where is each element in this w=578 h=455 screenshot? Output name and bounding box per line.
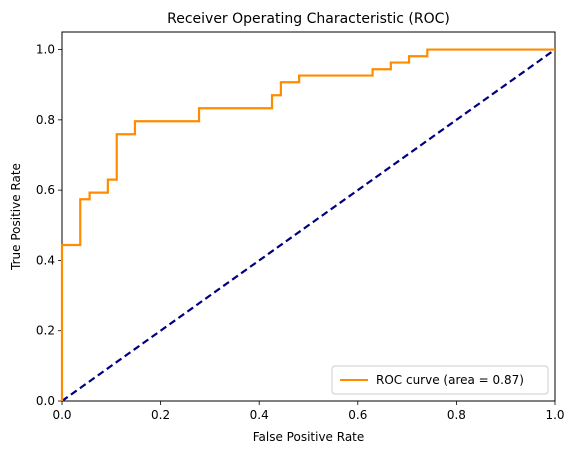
x-axis-label: False Positive Rate — [253, 430, 365, 444]
x-tick-label: 0.8 — [447, 408, 466, 422]
chance-diagonal-line — [61, 48, 556, 402]
y-tick-label: 0.8 — [36, 113, 55, 127]
legend-box — [331, 365, 549, 395]
y-tick-label: 0.6 — [36, 183, 55, 197]
y-tick-label: 0.0 — [36, 394, 55, 408]
x-tick-label: 1.0 — [545, 408, 564, 422]
x-axis-ticks: 0.0 0.2 0.4 0.6 0.8 1.0 — [52, 401, 565, 422]
x-tick-label: 0.6 — [348, 408, 367, 422]
x-tick-label: 0.2 — [151, 408, 170, 422]
y-tick-label: 1.0 — [36, 43, 55, 57]
y-axis-label: True Positive Rate — [9, 163, 23, 271]
plot-area: 0.0 0.2 0.4 0.6 0.8 1.0 0.0 0.2 0.4 0.6 0.8 1.0 — [36, 31, 565, 422]
plot-frame — [61, 31, 556, 402]
legend-label-roc: ROC curve (area = 0.87) — [376, 373, 524, 387]
y-tick-label: 0.4 — [36, 253, 55, 267]
series-layer — [60, 48, 556, 402]
roc-curve-line — [60, 48, 555, 401]
x-tick-label: 0.4 — [250, 408, 269, 422]
y-axis-ticks: 0.0 0.2 0.4 0.6 0.8 1.0 — [36, 43, 62, 408]
chart-title: Receiver Operating Characteristic (ROC) — [167, 11, 450, 27]
x-tick-label: 0.0 — [52, 408, 71, 422]
legend: ROC curve (area = 0.87) — [331, 365, 549, 395]
y-tick-label: 0.2 — [36, 324, 55, 338]
